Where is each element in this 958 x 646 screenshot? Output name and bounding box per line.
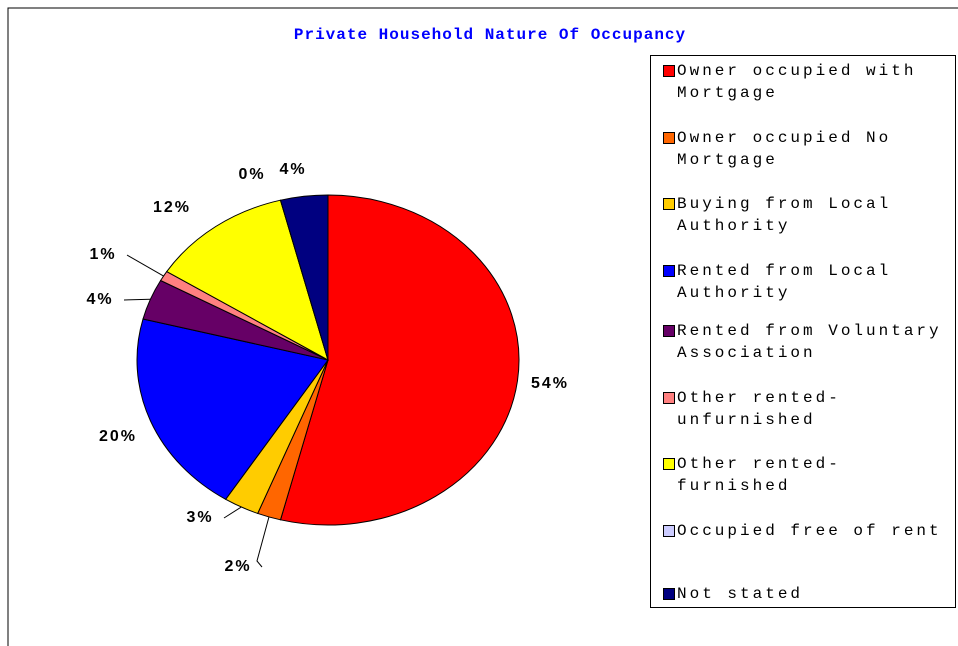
legend-label: Other rented-unfurnished [677,389,841,429]
legend-swatch [663,588,675,600]
pie: 54% 2% 3% 20% 4% 1% 12% 0% 4% [86,161,569,575]
data-label: 2% [224,558,251,575]
leader-line [223,506,242,519]
leader-line [123,298,151,301]
data-label: 3% [186,509,213,526]
legend-label: Buying from Local Authority [677,195,892,235]
leader-line [126,254,164,277]
legend-entry: Other rented-furnished [663,453,953,497]
legend-entry: Occupied free of rent [663,520,953,542]
data-label: 20% [99,428,137,445]
legend-entry: Other rented-unfurnished [663,387,953,431]
legend-label: Occupied free of rent [677,522,942,540]
data-label: 4% [279,161,306,178]
legend-entry: Rented from Voluntary Association [663,320,953,364]
leader-line [256,516,270,568]
legend-swatch [663,458,675,470]
legend-entry: Buying from Local Authority [663,193,953,237]
pie-slice [279,194,520,526]
pie-slice [136,318,329,500]
legend-entry: Owner occupied with Mortgage [663,60,953,104]
legend-label: Other rented-furnished [677,455,841,495]
legend-entry: Owner occupied No Mortgage [663,127,953,171]
data-label: 0% [238,166,265,183]
legend-swatch [663,392,675,404]
legend-label: Not stated [677,585,804,603]
data-label: 54% [531,375,569,392]
legend-swatch [663,132,675,144]
data-label: 12% [153,199,191,216]
legend-label: Rented from Voluntary Association [677,322,942,362]
legend-label: Rented from Local Authority [677,262,892,302]
data-label: 1% [89,246,116,263]
data-label: 4% [86,291,113,308]
legend-swatch [663,265,675,277]
pie-slice [165,199,329,362]
chart-title: Private Household Nature Of Occupancy [293,26,687,44]
legend-label: Owner occupied with Mortgage [677,62,917,102]
frame [7,7,958,646]
legend: Owner occupied with Mortgage Owner occupi… [650,55,956,608]
legend-swatch [663,325,675,337]
legend-swatch [663,65,675,77]
pie-slice [279,194,329,361]
legend-entry: Rented from Local Authority [663,260,953,304]
legend-entry: Not stated [663,583,953,605]
legend-swatch [663,525,675,537]
legend-swatch [663,198,675,210]
legend-label: Owner occupied No Mortgage [677,129,892,169]
